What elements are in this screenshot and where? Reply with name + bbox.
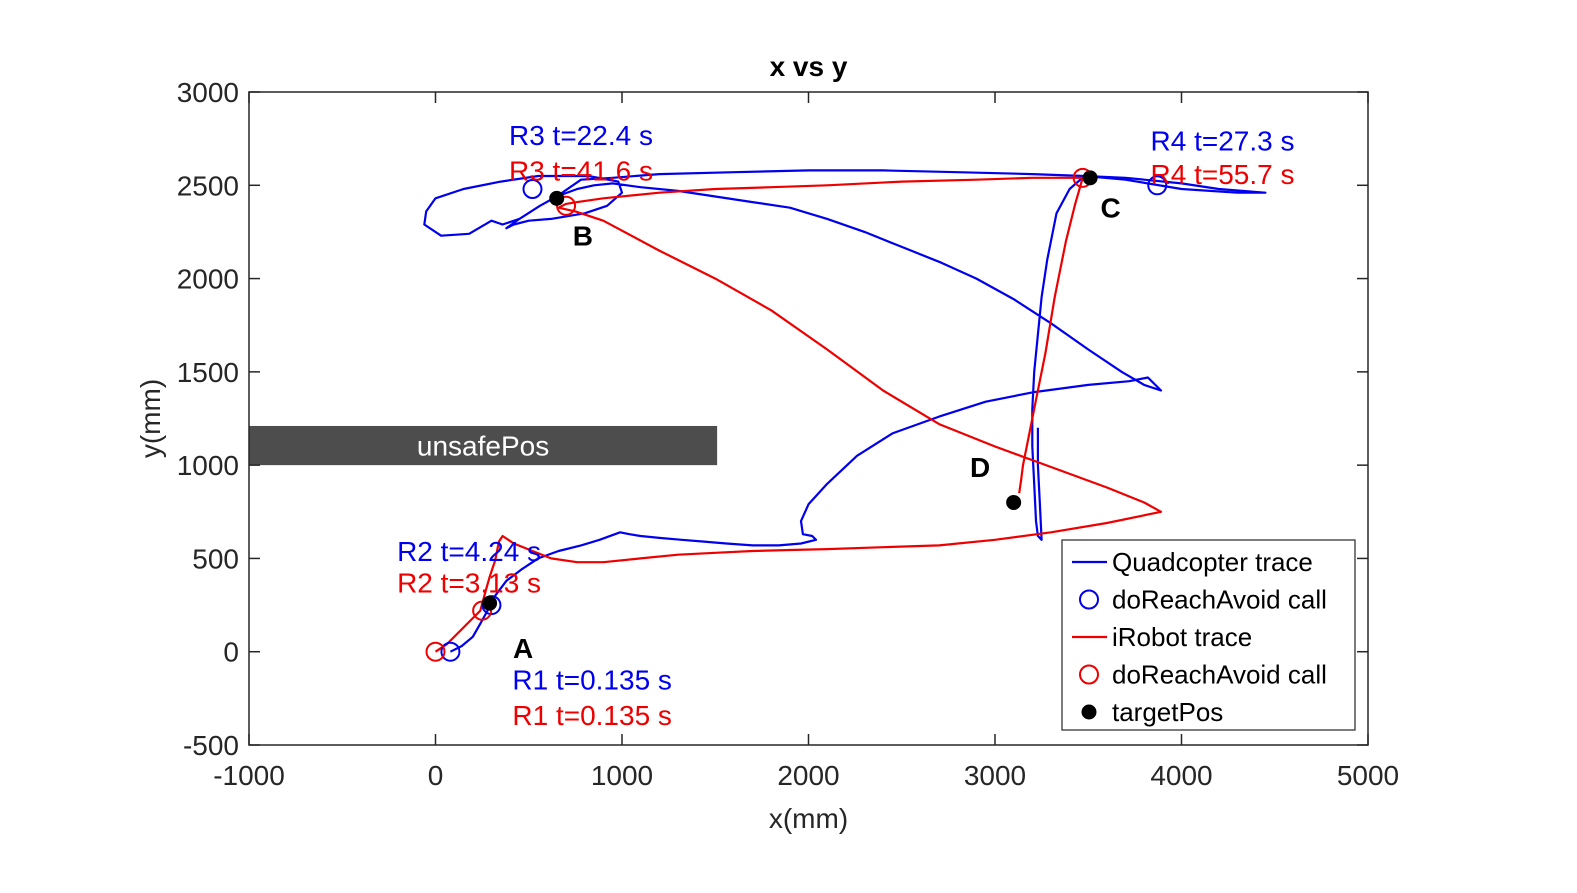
irobot-call-marker (472, 600, 493, 621)
target-point-label: C (1101, 193, 1121, 224)
quad-call-marker (522, 179, 543, 200)
legend-circle-swatch (1079, 664, 1099, 685)
x-tick-label: 2000 (777, 760, 839, 791)
run-annotation: R3 t=41.6 s (509, 155, 653, 186)
x-tick-label: 5000 (1337, 760, 1399, 791)
irobot-call-marker (425, 641, 446, 662)
y-axis-label: y(mm) (135, 379, 166, 458)
series-line-quadcopter (423, 169, 1267, 653)
run-annotation: R2 t=4.24 s (397, 536, 541, 567)
y-tick-label: -500 (183, 730, 239, 761)
target-point-label: D (970, 452, 990, 483)
run-annotation: R4 t=27.3 s (1151, 126, 1295, 157)
y-tick-label: 2000 (177, 264, 239, 295)
legend-circle-swatch (1079, 589, 1099, 610)
target-point-label: B (573, 221, 593, 252)
unsafe-region-layer: unsafePos (249, 425, 718, 466)
quad-call-marker (1147, 175, 1168, 196)
legend: Quadcopter trace doReachAvoid call iRobot … (1061, 539, 1356, 731)
target-point-label: A (513, 633, 533, 664)
chart-labels: x vs y x(mm) y(mm) R1 t=0.135 s R1 t=0.135 s… (135, 51, 1295, 834)
legend-label: Quadcopter trace (1112, 547, 1313, 577)
unsafe-region-label: unsafePos (417, 431, 549, 462)
series-layer (423, 169, 1267, 653)
legend-label: doReachAvoid call (1112, 660, 1327, 690)
run-annotation: R1 t=0.135 s (512, 700, 672, 731)
legend-box (1061, 539, 1356, 731)
x-axis-label: x(mm) (769, 803, 848, 834)
legend-label: iRobot trace (1112, 622, 1252, 652)
target-marker (549, 190, 565, 206)
unsafe-region (249, 425, 718, 466)
marker-layer (425, 167, 1168, 662)
legend-dot-swatch (1081, 704, 1097, 720)
x-tick-label: 0 (428, 760, 444, 791)
target-marker (482, 595, 498, 611)
y-tick-label: 3000 (177, 77, 239, 108)
target-marker (1006, 494, 1022, 510)
x-tick-label: 1000 (591, 760, 653, 791)
y-tick-label: 2500 (177, 170, 239, 201)
target-marker (1082, 170, 1098, 186)
y-tick-label: 1500 (177, 357, 239, 388)
series-line-irobot (434, 176, 1163, 653)
axis-ticks: -1000 0 1000 2000 3000 4000 5000 -500 0 500 1000 15… (177, 77, 1399, 791)
x-tick-label: -1000 (213, 760, 285, 791)
run-annotation: R3 t=22.4 s (509, 120, 653, 151)
run-annotation: R4 t=55.7 s (1151, 159, 1295, 190)
run-annotation: R2 t=3.13 s (397, 568, 541, 599)
chart-title: x vs y (770, 51, 848, 82)
y-tick-label: 0 (223, 637, 239, 668)
legend-label: doReachAvoid call (1112, 585, 1327, 615)
x-tick-label: 3000 (964, 760, 1026, 791)
legend-label: targetPos (1112, 697, 1223, 727)
y-tick-label: 1000 (177, 450, 239, 481)
x-tick-label: 4000 (1150, 760, 1212, 791)
quad-call-marker (440, 641, 461, 662)
run-annotation: R1 t=0.135 s (512, 665, 672, 696)
y-tick-label: 500 (192, 543, 239, 574)
